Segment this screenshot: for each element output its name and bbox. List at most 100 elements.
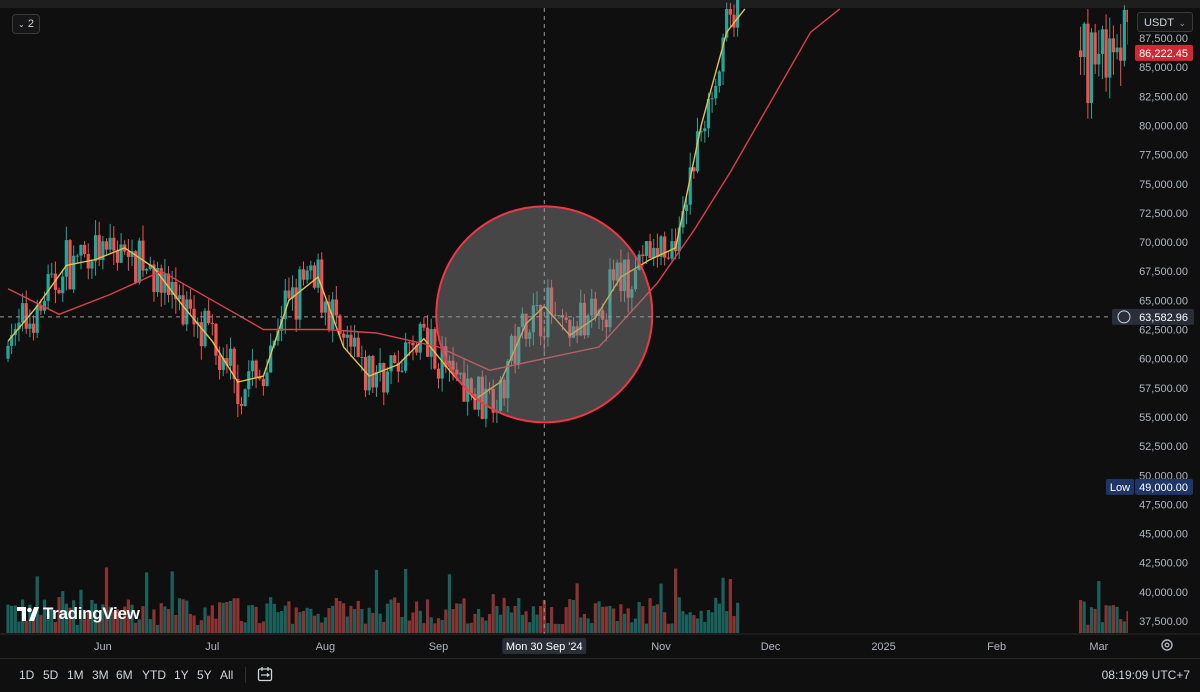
- candle-body: [477, 376, 481, 410]
- crosshair-date-value: Mon 30 Sep '24: [506, 641, 583, 653]
- candle-body: [177, 295, 182, 300]
- volume-bar: [568, 599, 572, 633]
- candle-body: [294, 287, 298, 320]
- range-button-5d[interactable]: 5D: [43, 668, 59, 682]
- candle-body: [586, 315, 590, 336]
- volume-bar: [714, 597, 718, 633]
- volume-bar: [648, 598, 652, 633]
- volume-bar: [688, 612, 692, 633]
- volume-bar: [192, 615, 196, 633]
- volume-bar: [316, 613, 320, 633]
- volume-bar: [97, 618, 101, 633]
- last-price-badge-value: 86,222.45: [1139, 48, 1188, 60]
- volume-bar: [659, 583, 663, 633]
- volume-bar: [597, 601, 601, 633]
- candle-body: [309, 265, 313, 271]
- range-button-3m[interactable]: 3M: [92, 668, 109, 682]
- price-chart[interactable]: 37,500.00 40,000.00 42,500.00 45,000.00 47,5…: [0, 0, 1200, 658]
- candle-body: [90, 261, 94, 269]
- volume-bar: [725, 611, 729, 633]
- volume-group: [6, 567, 1130, 633]
- volume-bar: [123, 606, 127, 633]
- volume-bar: [447, 574, 452, 633]
- range-button-6m[interactable]: 6M: [116, 668, 133, 682]
- volume-bar: [469, 622, 473, 633]
- candle-body: [564, 317, 568, 320]
- range-button-1m[interactable]: 1M: [67, 668, 84, 682]
- volume-bar: [509, 612, 514, 633]
- volume-bar: [46, 610, 50, 633]
- bottom-toolbar: 1D 5D 1M 3M 6M YTD 1Y 5Y All 08:19:09 UT…: [0, 658, 1200, 692]
- candle-body: [239, 403, 244, 406]
- volume-bar: [90, 599, 94, 633]
- time-tick-label: Dec: [761, 641, 781, 653]
- volume-bar: [586, 618, 590, 633]
- candle-body: [418, 323, 422, 353]
- volume-bar: [53, 621, 58, 633]
- volume-bar: [338, 601, 342, 633]
- candle-body: [301, 269, 306, 280]
- volume-bar: [736, 602, 740, 633]
- volume-bar: [141, 606, 145, 633]
- volume-bar: [250, 605, 255, 633]
- volume-bar: [579, 617, 583, 633]
- price-tick-label: 65,000.00: [1139, 295, 1188, 307]
- volume-bar: [710, 612, 714, 633]
- range-button-all[interactable]: All: [220, 668, 234, 682]
- range-button-1y[interactable]: 1Y: [174, 668, 189, 682]
- volume-bar: [466, 623, 470, 633]
- candle-body: [612, 269, 616, 281]
- range-button-ytd[interactable]: YTD: [142, 668, 166, 682]
- legend-indicator-count: 2: [27, 18, 34, 30]
- volume-bar: [641, 606, 645, 633]
- volume-bar: [520, 614, 524, 633]
- candle-body: [1089, 32, 1094, 104]
- candle-body: [50, 273, 54, 275]
- add-alert-icon: [1117, 310, 1131, 324]
- currency-select[interactable]: USDT ⌄: [1137, 12, 1193, 32]
- candle-body: [79, 244, 83, 256]
- price-tick-label: 77,500.00: [1139, 150, 1188, 162]
- volume-bar: [31, 613, 36, 633]
- volume-bar: [495, 605, 499, 633]
- candle-body: [155, 268, 160, 293]
- candle-body: [717, 71, 722, 86]
- price-tick-label: 85,000.00: [1139, 62, 1188, 74]
- candle-body: [725, 8, 729, 38]
- volume-bar: [455, 603, 459, 633]
- candle-body: [553, 314, 557, 316]
- volume-bar: [706, 610, 711, 633]
- candle-body: [666, 257, 670, 259]
- candle-body: [371, 355, 375, 388]
- candle-body: [363, 356, 368, 391]
- candle-body: [677, 227, 681, 252]
- price-tick-label: 80,000.00: [1139, 120, 1188, 132]
- volume-bar: [498, 614, 503, 633]
- volume-bar: [429, 617, 433, 633]
- volume-bar: [225, 601, 229, 633]
- crosshair-price-background: [1112, 308, 1194, 325]
- settings-icon[interactable]: [1160, 638, 1174, 652]
- candle-body: [72, 255, 76, 290]
- calendar-range-icon[interactable]: [257, 666, 273, 682]
- range-button-1d[interactable]: 1D: [19, 668, 35, 682]
- volume-bar: [101, 604, 105, 633]
- volume-bar: [378, 613, 382, 633]
- volume-bar: [17, 621, 21, 633]
- price-tick-label: 52,500.00: [1139, 441, 1188, 453]
- candle-body: [298, 269, 302, 320]
- candle-body: [243, 389, 247, 406]
- volume-bar: [276, 612, 280, 633]
- candle-body: [703, 128, 707, 132]
- candle-body: [232, 348, 236, 379]
- volume-bar: [601, 606, 605, 633]
- low-price-badge-value: 49,000.00: [1139, 482, 1188, 494]
- legend-collapse-button[interactable]: ⌄ 2: [12, 14, 40, 34]
- range-button-5y[interactable]: 5Y: [197, 668, 212, 682]
- volume-bar: [115, 609, 120, 633]
- volume-bar: [217, 602, 222, 633]
- time-tick-label: Feb: [987, 641, 1006, 653]
- volume-bar: [524, 611, 528, 633]
- candle-body: [283, 290, 287, 320]
- utc-clock[interactable]: 08:19:09 UTC+7: [1101, 668, 1190, 682]
